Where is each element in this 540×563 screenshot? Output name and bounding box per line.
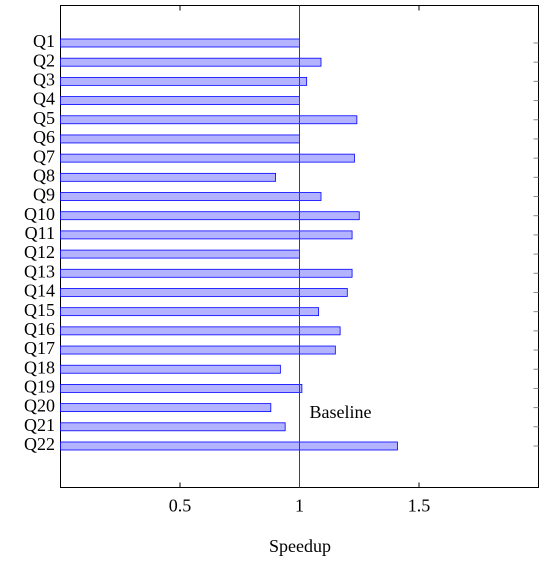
- bar: [60, 153, 355, 163]
- y-tick-label: Q6: [33, 127, 55, 147]
- x-tick-label: 1.5: [408, 496, 431, 516]
- y-tick-label: Q3: [33, 70, 55, 90]
- bar: [60, 38, 300, 48]
- y-tick-label: Q20: [24, 396, 55, 416]
- y-tick-label: Q2: [33, 50, 55, 70]
- bar: [60, 441, 398, 451]
- bar: [60, 76, 308, 86]
- x-tick-label: 0.5: [169, 496, 192, 516]
- y-tick-label: Q8: [33, 165, 55, 185]
- bar: [60, 403, 272, 413]
- bar: [60, 172, 277, 182]
- bar: [60, 230, 353, 240]
- bar: [60, 384, 303, 393]
- bar: [60, 249, 300, 259]
- bar: [60, 134, 300, 144]
- x-axis-label: Speedup: [269, 536, 331, 556]
- x-tick-label: 1: [295, 496, 304, 516]
- bar: [60, 326, 341, 336]
- bar: [60, 307, 320, 317]
- bar: [60, 192, 322, 201]
- bar: [60, 115, 358, 125]
- bar: [60, 268, 353, 278]
- bar: [60, 288, 348, 297]
- y-tick-label: Q13: [24, 261, 55, 281]
- y-tick-label: Q15: [24, 300, 55, 320]
- y-tick-label: Q7: [33, 146, 55, 166]
- y-tick-label: Q12: [24, 242, 55, 262]
- bar: [60, 364, 281, 374]
- bar: [60, 57, 322, 67]
- y-tick-label: Q19: [24, 377, 55, 397]
- y-tick-label: Q10: [24, 204, 55, 224]
- y-tick-label: Q4: [33, 89, 55, 109]
- y-tick-label: Q14: [24, 281, 55, 301]
- y-tick-label: Q22: [24, 434, 55, 454]
- bar: [60, 96, 300, 105]
- y-tick-label: Q11: [25, 223, 55, 243]
- y-tick-label: Q17: [24, 338, 55, 358]
- y-tick-label: Q16: [24, 319, 55, 339]
- bar: [60, 345, 336, 355]
- y-tick-label: Q18: [24, 357, 55, 377]
- y-tick-label: Q1: [33, 31, 55, 51]
- bar: [60, 211, 360, 221]
- bar: [60, 422, 286, 432]
- y-tick-label: Q21: [24, 415, 55, 435]
- y-tick-label: Q5: [33, 108, 55, 128]
- y-tick-label: Q9: [33, 185, 55, 205]
- baseline-label: Baseline: [310, 402, 372, 422]
